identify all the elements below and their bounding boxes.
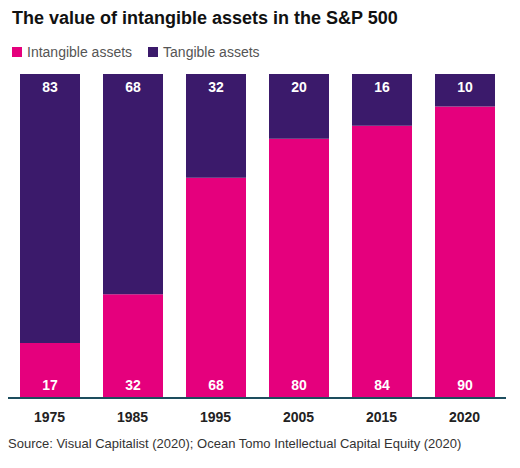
svg-text:80: 80: [291, 377, 307, 393]
svg-text:68: 68: [125, 79, 141, 95]
svg-text:16: 16: [374, 79, 390, 95]
html-text:Intangible assets: Intangible assets: [27, 44, 133, 60]
html-text:Source: Visual Capitalist (202: Source: Visual Capitalist (2020); Ocean …: [8, 436, 462, 451]
svg-text:1985: 1985: [117, 409, 148, 425]
svg-text:32: 32: [125, 377, 141, 393]
svg-text:90: 90: [457, 377, 473, 393]
svg-text:83: 83: [42, 79, 58, 95]
svg-text:1975: 1975: [34, 409, 65, 425]
html-text:The value of intangible assets: The value of intangible assets in the S&…: [12, 8, 398, 28]
svg-text:84: 84: [374, 377, 390, 393]
svg-text:2015: 2015: [366, 409, 397, 425]
svg-text:1995: 1995: [200, 409, 231, 425]
svg-text:32: 32: [208, 79, 224, 95]
svg-text:20: 20: [291, 79, 307, 95]
svg-text:10: 10: [457, 79, 473, 95]
svg-text:2020: 2020: [449, 409, 480, 425]
svg-text:68: 68: [208, 377, 224, 393]
svg-text:2005: 2005: [283, 409, 314, 425]
html-text:Tangible assets: Tangible assets: [163, 44, 260, 60]
svg-text:17: 17: [42, 377, 58, 393]
